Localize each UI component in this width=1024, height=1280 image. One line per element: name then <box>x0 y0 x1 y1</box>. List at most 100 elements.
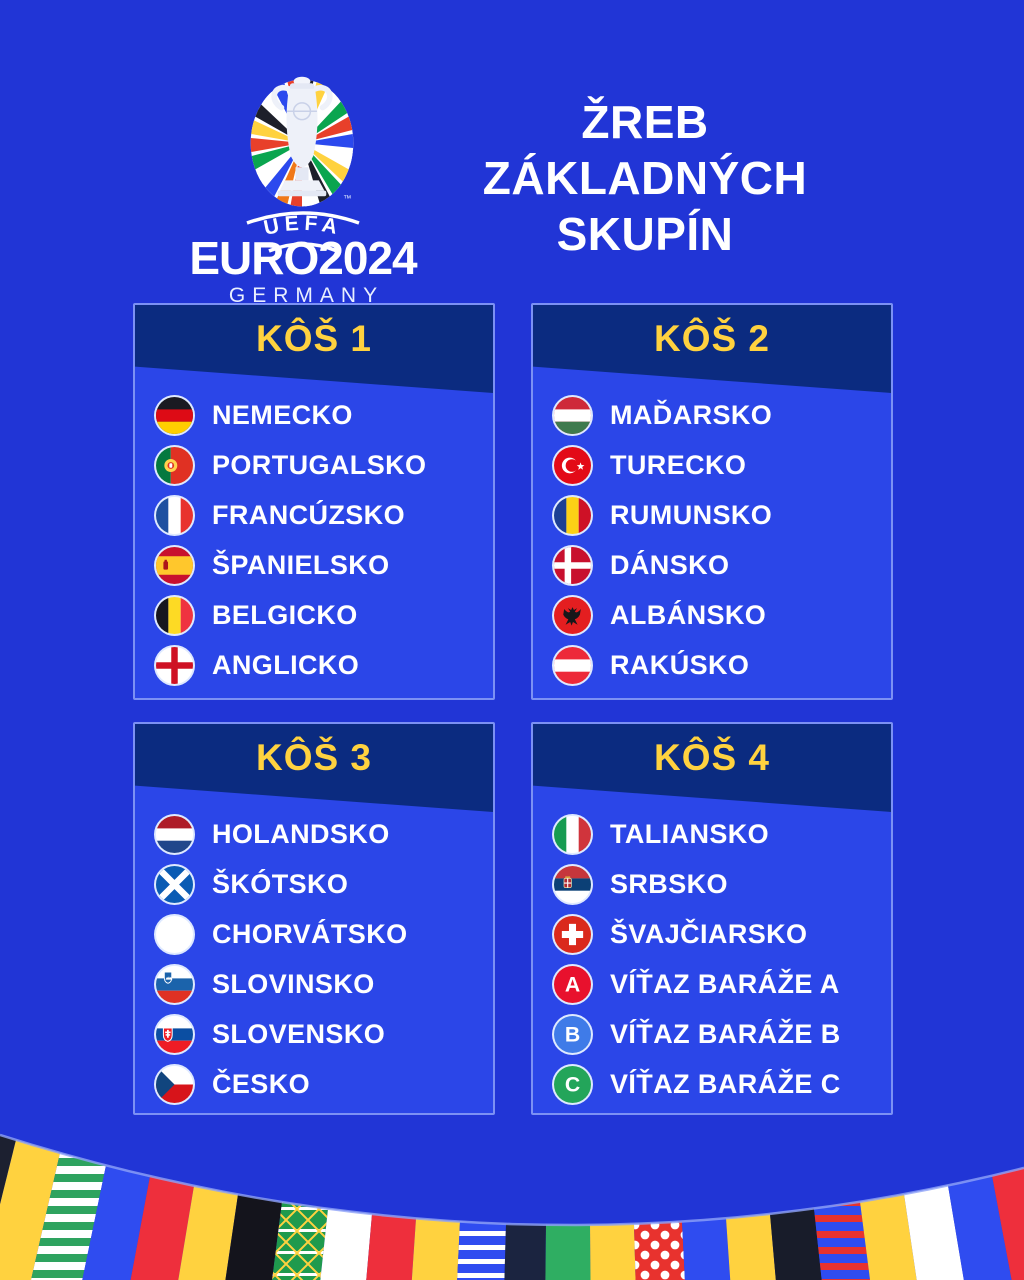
team-name: SLOVENSKO <box>212 1018 386 1049</box>
page-title: ŽREB ZÁKLADNÝCH SKUPÍN <box>440 94 850 262</box>
team-name: ŠKÓTSKO <box>212 868 349 899</box>
flag-si-icon <box>154 963 195 1005</box>
pot-panel-2: KÔŠ 2 MAĎARSKO TURECKO RUMUNSKO DÁNSKO ALBÁNS… <box>531 303 893 700</box>
team-name: ANGLICKO <box>212 649 360 680</box>
team-name: SRBSKO <box>610 868 728 899</box>
flag-fr-icon <box>154 494 195 536</box>
flag-cz-icon <box>154 1063 195 1105</box>
flag-es-icon <box>154 544 195 586</box>
team-name: MAĎARSKO <box>610 399 773 430</box>
team-name: VÍŤAZ BARÁŽE A <box>610 968 840 999</box>
flag-sk-icon <box>154 1013 195 1055</box>
team-row: TURECKO <box>533 440 891 490</box>
title-line-2: ZÁKLADNÝCH <box>482 152 808 204</box>
team-list: MAĎARSKO TURECKO RUMUNSKO DÁNSKO ALBÁNSKO RAK… <box>533 390 891 690</box>
team-list: HOLANDSKO ŠKÓTSKO CHORVÁTSKO SLOVINSKO SLOVE… <box>135 809 493 1109</box>
team-row: TALIANSKO <box>533 809 891 859</box>
pot-title: KÔŠ 3 <box>255 737 373 778</box>
team-row: ŠPANIELSKO <box>135 540 493 590</box>
euro-text: EURO <box>189 232 319 284</box>
team-name: PORTUGALSKO <box>212 449 427 480</box>
team-list: NEMECKO PORTUGALSKO FRANCÚZSKO ŠPANIELSKO BE… <box>135 390 493 690</box>
team-row: ŠKÓTSKO <box>135 859 493 909</box>
flag-rs-icon <box>552 863 593 905</box>
pot-header: KÔŠ 1 <box>135 305 493 393</box>
year-text: 2024 <box>318 232 417 284</box>
team-name: ŠPANIELSKO <box>212 549 390 580</box>
team-row: DÁNSKO <box>533 540 891 590</box>
team-name: VÍŤAZ BARÁŽE B <box>610 1018 841 1049</box>
flag-at-icon <box>552 644 593 686</box>
team-name: RUMUNSKO <box>610 499 773 530</box>
team-name: TURECKO <box>610 449 747 480</box>
pot-header: KÔŠ 4 <box>533 724 891 812</box>
euro2024-wordmark: EURO2024 <box>128 234 478 282</box>
flag-nl-icon <box>154 813 195 855</box>
team-name: BELGICKO <box>212 599 358 630</box>
flag-ch-icon <box>552 913 593 955</box>
flag-hr-icon <box>154 913 195 955</box>
pot-panel-3: KÔŠ 3 HOLANDSKO ŠKÓTSKO CHORVÁTSKO SLOVINSKO… <box>133 722 495 1115</box>
flag-hu-icon <box>552 394 593 436</box>
team-row: BELGICKO <box>135 590 493 640</box>
team-row: FRANCÚZSKO <box>135 490 493 540</box>
team-name: HOLANDSKO <box>212 818 390 849</box>
team-name: TALIANSKO <box>610 818 770 849</box>
team-name: NEMECKO <box>212 399 353 430</box>
pot-header: KÔŠ 3 <box>135 724 493 812</box>
pot-panel-1: KÔŠ 1 NEMECKO PORTUGALSKO FRANCÚZSKO ŠPANIEL… <box>133 303 495 700</box>
team-row: MAĎARSKO <box>533 390 891 440</box>
team-name: SLOVINSKO <box>212 968 375 999</box>
germany-text: GERMANY <box>228 284 385 307</box>
team-row: PORTUGALSKO <box>135 440 493 490</box>
uefa-upper-arc <box>246 211 360 225</box>
flag-en-icon <box>154 644 195 686</box>
team-row: ČESKO <box>135 1059 493 1109</box>
svg-text:B: B <box>565 1022 580 1046</box>
flag-garland-decoration <box>0 1133 1024 1280</box>
title-line-3: SKUPÍN <box>556 208 734 260</box>
team-name: DÁNSKO <box>610 549 730 580</box>
svg-text:A: A <box>565 972 580 996</box>
svg-text:C: C <box>565 1072 580 1096</box>
uefa-lower-arc <box>268 242 338 253</box>
team-row: ALBÁNSKO <box>533 590 891 640</box>
flag-ro-icon <box>552 494 593 536</box>
euro2024-trophy-logo-icon: ™ <box>250 76 354 207</box>
flag-pt-icon <box>154 444 195 486</box>
team-row: CHORVÁTSKO <box>135 909 493 959</box>
team-name: ŠVAJČIARSKO <box>610 918 808 949</box>
flag-it-icon <box>552 813 593 855</box>
team-name: ČESKO <box>212 1068 311 1099</box>
team-list: TALIANSKO SRBSKO ŠVAJČIARSKO A VÍŤAZ BARÁŽE … <box>533 809 891 1109</box>
playoff-badge-a-icon: A <box>552 963 593 1005</box>
team-row: B VÍŤAZ BARÁŽE B <box>533 1009 891 1059</box>
title-line-1: ŽREB <box>581 96 709 148</box>
team-row: NEMECKO <box>135 390 493 440</box>
flag-de-icon <box>154 394 195 436</box>
team-row: A VÍŤAZ BARÁŽE A <box>533 959 891 1009</box>
team-row: ŠVAJČIARSKO <box>533 909 891 959</box>
uefa-wordmark-icon: UEFA <box>246 211 360 253</box>
pot-header: KÔŠ 2 <box>533 305 891 393</box>
team-row: RUMUNSKO <box>533 490 891 540</box>
team-name: FRANCÚZSKO <box>212 499 405 530</box>
pot-panel-4: KÔŠ 4 TALIANSKO SRBSKO ŠVAJČIARSKO A VÍŤAZ BA… <box>531 722 893 1115</box>
team-row: HOLANDSKO <box>135 809 493 859</box>
team-row: SRBSKO <box>533 859 891 909</box>
header: ™ UEFA EURO2024 GERMANY ŽREB ZÁKLADNÝCH … <box>0 0 1024 307</box>
pot-title: KÔŠ 2 <box>653 318 771 359</box>
team-name: VÍŤAZ BARÁŽE C <box>610 1068 841 1099</box>
team-name: CHORVÁTSKO <box>212 918 408 949</box>
pot-title: KÔŠ 1 <box>255 318 373 359</box>
trademark-text: ™ <box>343 193 351 203</box>
team-row: SLOVINSKO <box>135 959 493 1009</box>
flag-be-icon <box>154 594 195 636</box>
team-row: ANGLICKO <box>135 640 493 690</box>
team-row: SLOVENSKO <box>135 1009 493 1059</box>
team-name: RAKÚSKO <box>610 649 750 680</box>
flag-al-icon <box>552 594 593 636</box>
team-row: RAKÚSKO <box>533 640 891 690</box>
team-row: C VÍŤAZ BARÁŽE C <box>533 1059 891 1109</box>
